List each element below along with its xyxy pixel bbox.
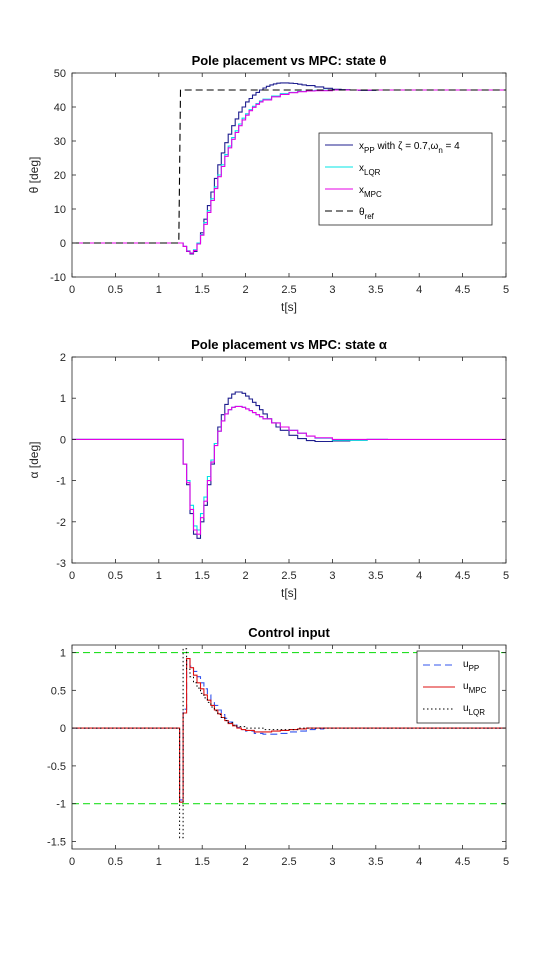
legend-box (416, 650, 500, 724)
x-tick-label: 4 (416, 570, 422, 582)
y-tick-label: 0 (60, 723, 66, 735)
y-tick-label: -1 (56, 799, 66, 811)
x-tick-label: 2.5 (281, 284, 296, 296)
chart-title: Pole placement vs MPC: state θ (192, 53, 387, 68)
y-tick-label: -0.5 (47, 761, 66, 773)
chart-3: 0 0.5 1 1.5 2 2.5 3 3.5 4 4.5 5 -1.5 -1 -0.5 0 0.5 1 Cont… (47, 625, 509, 868)
x-tick-label: 1.5 (195, 856, 210, 868)
x-axis-label: t[s] (281, 300, 297, 314)
legend: xPP with ζ = 0.7,ωn = 4 xLQR xMPC θref (318, 132, 493, 226)
x-tick-label: 2.5 (281, 856, 296, 868)
chart-2: 0 0.5 1 1.5 2 2.5 3 3.5 4 4.5 5 -3 -2 -1 0 1 2 Pole place… (27, 337, 509, 600)
x-tick-label: 4.5 (455, 856, 470, 868)
legend-label: xLQR (359, 163, 381, 177)
x-tick-label: 4 (416, 284, 422, 296)
series-group (72, 391, 506, 539)
y-tick-label: -1.5 (47, 836, 66, 848)
x-tick-label: 0 (69, 570, 75, 582)
y-tick-label: 30 (54, 136, 66, 148)
x-tick-label: 3.5 (368, 284, 383, 296)
series-line-mpc (72, 89, 506, 254)
x-tick-label: 2.5 (281, 570, 296, 582)
x-tick-label: 2 (243, 570, 249, 582)
series-line-pp (72, 82, 506, 255)
series-line-lqr (72, 648, 506, 839)
y-tick-label: 0 (60, 434, 66, 446)
x-tick-label: 1.5 (195, 284, 210, 296)
chart-title: Control input (248, 625, 330, 640)
legend-label: uMPC (463, 681, 487, 695)
y-tick-label: 0.5 (51, 685, 66, 697)
x-tick-label: 3 (329, 284, 335, 296)
y-tick-label: 1 (60, 648, 66, 660)
series-line-x-mpc (72, 405, 506, 535)
y-tick-label: -1 (56, 476, 66, 488)
y-tick-label: 50 (54, 68, 66, 80)
x-tick-label: 1 (156, 284, 162, 296)
x-tick-label: 0.5 (108, 284, 123, 296)
series-group (72, 648, 506, 839)
y-tick-label: 2 (60, 352, 66, 364)
plot-area (72, 357, 506, 563)
legend: uPP uMPC uLQR (416, 650, 500, 724)
x-tick-label: 0 (69, 856, 75, 868)
x-tick-label: 5 (503, 284, 509, 296)
x-tick-label: 3.5 (368, 570, 383, 582)
x-tick-label: 4.5 (455, 284, 470, 296)
x-tick-label: 3.5 (368, 856, 383, 868)
x-tick-label: 0 (69, 284, 75, 296)
x-tick-label: 0.5 (108, 570, 123, 582)
x-tick-label: 5 (503, 570, 509, 582)
chart-1: 0 0.5 1 1.5 2 2.5 3 3.5 4 4.5 5-1001020304050Pole … (27, 53, 509, 314)
y-tick-label: 10 (54, 204, 66, 216)
legend-label: θref (359, 207, 375, 221)
x-tick-label: 3 (329, 570, 335, 582)
y-axis-label: θ [deg] (27, 157, 41, 194)
x-tick-label: 4.5 (455, 570, 470, 582)
y-tick-label: -2 (56, 517, 66, 529)
y-tick-label: -3 (56, 558, 66, 570)
x-tick-label: 1 (156, 856, 162, 868)
x-tick-label: 0.5 (108, 856, 123, 868)
legend-box (318, 132, 493, 226)
x-tick-label: 1 (156, 570, 162, 582)
legend-label: xPP with ζ = 0.7,ωn = 4 (359, 141, 460, 155)
legend-label: uPP (463, 659, 479, 673)
x-tick-label: 4 (416, 856, 422, 868)
x-tick-label: 3 (329, 856, 335, 868)
x-tick-label: 2 (243, 284, 249, 296)
x-tick-label: 5 (503, 856, 509, 868)
series-line-ref (72, 89, 506, 244)
legend-label: xMPC (359, 185, 382, 199)
y-axis-label: α [deg] (27, 442, 41, 479)
y-tick-label: 20 (54, 170, 66, 182)
series-group (72, 82, 506, 255)
x-tick-label: 2 (243, 856, 249, 868)
y-tick-label: 1 (60, 393, 66, 405)
x-tick-label: 1.5 (195, 570, 210, 582)
y-tick-label: 0 (60, 238, 66, 250)
y-tick-label: -10 (50, 272, 66, 284)
chart-title: Pole placement vs MPC: state α (191, 337, 387, 352)
y-tick-label: 40 (54, 102, 66, 114)
legend-label: uLQR (463, 703, 485, 717)
x-axis-label: t[s] (281, 586, 297, 600)
